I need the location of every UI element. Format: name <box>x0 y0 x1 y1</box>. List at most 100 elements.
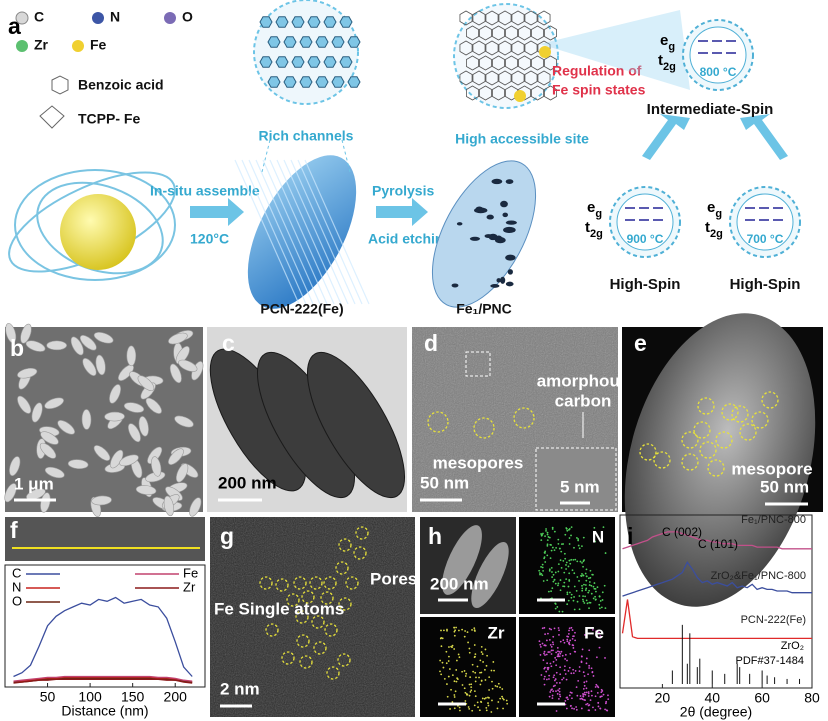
eds-dot <box>591 632 594 635</box>
eds-dot <box>577 679 580 682</box>
eds-dot <box>453 696 456 698</box>
atom-mark <box>286 593 300 607</box>
eds-dot <box>576 576 579 578</box>
particle <box>44 397 64 410</box>
eds-dot <box>539 643 542 646</box>
eds-dot <box>441 637 444 640</box>
hexagon <box>531 85 544 101</box>
hexagon <box>518 25 531 41</box>
eds-dot <box>584 572 587 575</box>
eds-dot <box>568 627 571 630</box>
x-axis-label: Distance (nm) <box>61 703 148 719</box>
eds-dot <box>568 641 571 644</box>
eds-dot <box>455 669 458 671</box>
sem-particles <box>4 323 204 518</box>
particle <box>17 367 38 379</box>
eds-dot <box>551 576 554 578</box>
eds-dot <box>558 690 561 693</box>
panel-e: e mesopore 50 nm <box>622 313 823 607</box>
spin-name: Intermediate-Spin <box>647 101 774 118</box>
eds-dot <box>545 653 548 656</box>
pore <box>500 276 506 284</box>
eds-dot <box>578 580 580 582</box>
hexagon <box>339 56 353 68</box>
eds-dot <box>482 661 485 663</box>
eds-dot <box>571 629 574 631</box>
eds-dot <box>586 702 589 705</box>
eds-dot <box>567 565 570 568</box>
eds-dot <box>447 675 450 678</box>
eds-dot <box>566 591 569 594</box>
atom-icon <box>72 40 84 52</box>
pore <box>500 200 508 208</box>
particle <box>82 357 97 376</box>
atom-mark <box>338 597 352 611</box>
eds-dot <box>599 635 602 638</box>
particle <box>126 345 137 367</box>
hexagon <box>315 76 329 88</box>
eds-dot <box>551 526 554 529</box>
legend-text: Zr <box>183 579 196 594</box>
eds-dot <box>583 681 586 684</box>
eds-dot <box>581 584 583 587</box>
legend-text: C <box>12 565 21 580</box>
pore <box>488 233 498 241</box>
hexagon <box>479 25 492 41</box>
eds-dot <box>454 690 457 693</box>
eds-dot <box>595 634 597 637</box>
eds-dot <box>473 644 476 646</box>
particle <box>168 332 188 345</box>
eds-dot <box>501 695 503 698</box>
eds-dot <box>557 689 559 692</box>
eds-dot <box>568 537 571 539</box>
eds-dot <box>558 687 561 690</box>
eds-dot <box>551 571 553 573</box>
mesopore-mark <box>473 417 495 439</box>
eds-dot <box>557 542 560 545</box>
atom-mark <box>296 634 310 648</box>
eds-dot <box>564 533 567 536</box>
eds-dot <box>493 669 495 672</box>
eds-dot <box>590 667 593 670</box>
hexagon <box>299 76 313 88</box>
particle <box>109 384 121 404</box>
panel-label: c <box>222 330 235 356</box>
orbital-base: e <box>660 32 668 49</box>
eds-dot <box>557 538 560 541</box>
eds-dot <box>556 646 559 649</box>
eds-dot <box>470 683 473 686</box>
eds-dot <box>572 635 574 638</box>
pore <box>503 226 516 234</box>
eds-dot <box>563 641 566 644</box>
eds-dot <box>471 663 474 666</box>
pnc-rod <box>431 160 537 308</box>
eds-dot <box>574 670 577 672</box>
eds-dot <box>464 675 467 677</box>
eds-dot <box>571 697 573 700</box>
particle <box>81 409 92 430</box>
eds-dot <box>483 697 486 700</box>
pore <box>486 214 494 220</box>
temperature: 800 °C <box>700 65 737 79</box>
atom-mark <box>299 655 313 669</box>
eds-dot <box>546 666 549 669</box>
eds-dot <box>554 571 557 574</box>
orbital-sub: 2g <box>663 61 676 73</box>
eds-dot <box>561 678 564 681</box>
eds-dot <box>456 678 459 681</box>
eds-dot <box>445 662 448 665</box>
data-line <box>622 531 812 550</box>
eds-dot <box>543 557 546 560</box>
hexagon <box>315 36 329 48</box>
mesopore-mark <box>693 421 711 439</box>
eds-dot <box>563 669 566 672</box>
eds-dot <box>472 670 475 673</box>
eds-dot <box>543 644 546 647</box>
eds-dot <box>551 694 554 697</box>
carbon-lattice <box>459 10 557 101</box>
eds-dot <box>583 684 586 687</box>
eds-dot <box>581 698 584 701</box>
eds-dot <box>585 703 587 706</box>
eds-dot <box>591 628 594 631</box>
